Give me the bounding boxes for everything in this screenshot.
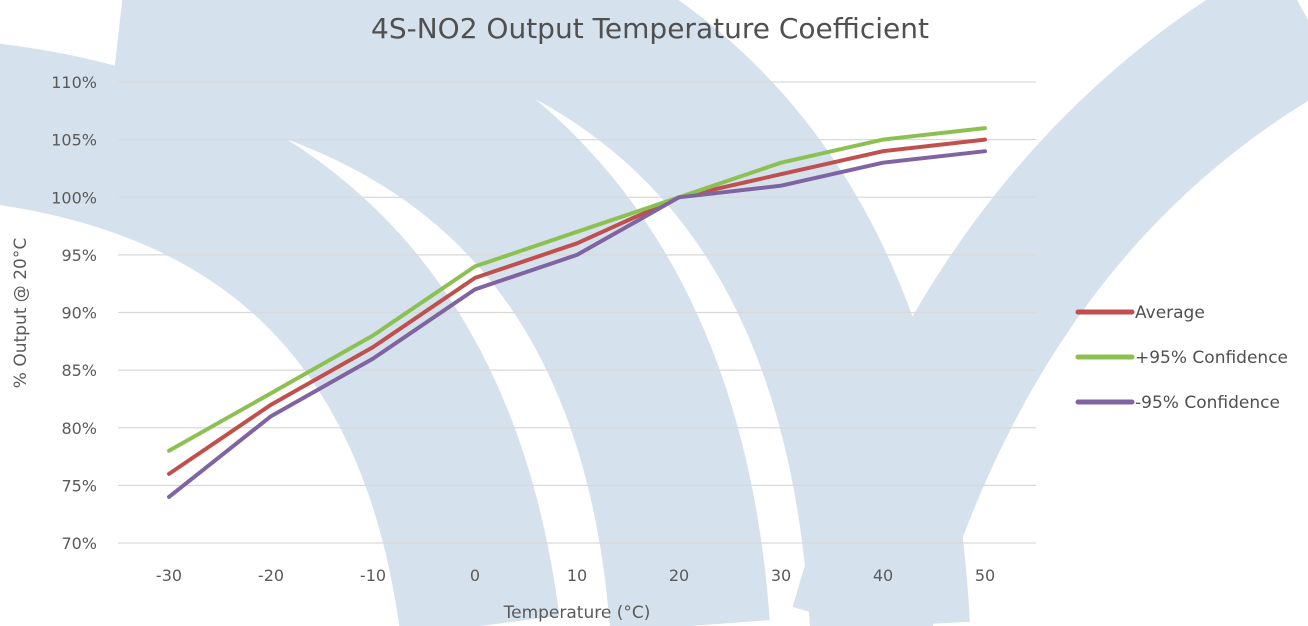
- y-tick-label: 75%: [61, 476, 97, 495]
- series-line-95-confidence: [167, 149, 987, 499]
- y-tick-label: 95%: [61, 246, 97, 265]
- x-tick-label: 10: [567, 566, 587, 585]
- gridlines: [118, 81, 1036, 544]
- x-tick-label: 30: [771, 566, 791, 585]
- y-tick-label: 80%: [61, 419, 97, 438]
- chart-title: 4S-NO2 Output Temperature Coefficient: [371, 12, 929, 45]
- y-tick-label: 70%: [61, 534, 97, 553]
- x-axis-ticks: -30 -20 -10 0 10 20 30 40 50: [156, 566, 995, 585]
- y-tick-label: 100%: [51, 188, 97, 207]
- y-tick-label: 85%: [61, 361, 97, 380]
- series-lines: [167, 126, 987, 499]
- y-tick-label: 90%: [61, 304, 97, 323]
- y-tick-label: 105%: [51, 131, 97, 150]
- x-tick-label: 0: [470, 566, 480, 585]
- series-line-average: [167, 137, 987, 476]
- y-axis-label: % Output @ 20°C: [11, 238, 31, 388]
- x-tick-label: -10: [360, 566, 386, 585]
- x-tick-label: 40: [873, 566, 893, 585]
- y-tick-label: 110%: [51, 73, 97, 92]
- x-tick-label: -30: [156, 566, 182, 585]
- x-axis-label: Temperature (°C): [503, 603, 651, 623]
- legend-label: -95% Confidence: [1135, 393, 1280, 413]
- legend-label: +95% Confidence: [1135, 348, 1288, 368]
- x-tick-label: -20: [258, 566, 284, 585]
- legend-label: Average: [1135, 303, 1205, 323]
- y-axis-ticks: 70% 75% 80% 85% 90% 95% 100% 105% 110%: [51, 73, 97, 553]
- legend: Average +95% Confidence -95% Confidence: [1075, 303, 1288, 413]
- x-tick-label: 20: [669, 566, 689, 585]
- series-line-95-confidence: [167, 126, 987, 453]
- x-tick-label: 50: [975, 566, 995, 585]
